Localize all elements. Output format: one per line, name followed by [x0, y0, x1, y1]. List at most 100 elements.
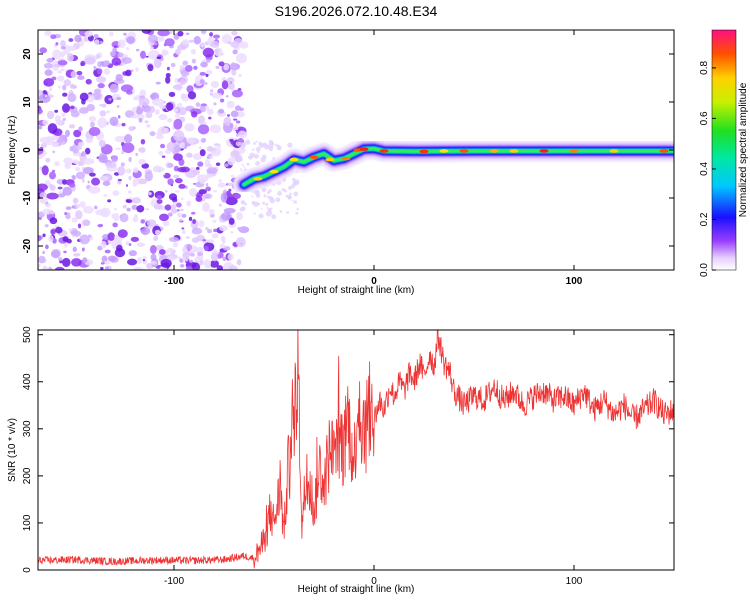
noise-blob: [240, 206, 246, 212]
noise-blob: [88, 186, 101, 194]
noise-blob: [268, 189, 272, 193]
ridge-peak: [509, 149, 519, 153]
noise-blob: [275, 197, 281, 203]
noise-blob: [51, 169, 56, 173]
noise-blob: [255, 140, 258, 143]
noise-blob: [85, 137, 93, 144]
noise-blob: [236, 259, 242, 266]
noise-blob: [271, 214, 277, 220]
noise-blob: [51, 248, 61, 259]
noise-blob: [198, 220, 205, 228]
noise-blob: [214, 48, 220, 54]
noise-blob: [262, 201, 266, 205]
noise-blob: [293, 182, 296, 185]
noise-blob: [268, 139, 274, 145]
noise-blob: [209, 124, 221, 134]
noise-blob: [140, 228, 148, 234]
noise-blob: [40, 196, 48, 205]
noise-blob: [237, 141, 242, 146]
noise-blob: [85, 78, 92, 85]
noise-blob: [79, 92, 89, 101]
noise-blob: [68, 124, 76, 129]
noise-blob: [147, 64, 154, 72]
ridge-peak: [569, 149, 579, 153]
noise-blob: [117, 229, 128, 238]
noise-blob: [133, 167, 139, 174]
noise-blob: [202, 47, 215, 58]
noise-blob: [218, 108, 225, 114]
noise-blob: [292, 177, 296, 182]
noise-blob: [168, 91, 176, 97]
noise-blob: [231, 89, 243, 98]
noise-blob: [113, 45, 118, 48]
ridge-peak: [439, 149, 449, 153]
noise-blob: [227, 182, 233, 187]
noise-blob: [223, 246, 231, 251]
y-tick-label: 0: [22, 147, 33, 153]
noise-blob: [117, 39, 126, 49]
noise-blob: [95, 209, 107, 216]
noise-blob: [178, 183, 186, 189]
noise-blob: [201, 121, 207, 125]
noise-blob: [108, 97, 112, 101]
noise-blob: [125, 168, 132, 174]
noise-blob: [243, 145, 246, 148]
spectrogram-marks: [38, 30, 674, 270]
noise-blob: [207, 188, 211, 192]
noise-blob: [156, 56, 162, 60]
noise-blob: [158, 249, 166, 255]
noise-blob: [227, 253, 234, 261]
noise-blob: [121, 142, 135, 154]
noise-blob: [126, 207, 131, 212]
noise-blob: [62, 92, 68, 97]
noise-blob: [233, 118, 238, 121]
noise-blob: [181, 213, 187, 218]
noise-blob: [279, 210, 283, 213]
noise-blob: [283, 189, 287, 193]
noise-blob: [142, 104, 152, 113]
noise-blob: [192, 153, 203, 161]
noise-blob: [68, 228, 73, 232]
noise-blob: [138, 158, 147, 165]
noise-blob: [62, 84, 67, 91]
ridge-peak: [359, 147, 369, 151]
noise-blob: [258, 143, 264, 149]
noise-blob: [234, 123, 238, 128]
noise-blob: [213, 102, 217, 106]
ridge-peak: [379, 149, 389, 153]
noise-blob: [258, 213, 264, 219]
noise-blob: [128, 250, 137, 257]
noise-blob: [234, 37, 243, 44]
noise-blob: [126, 199, 133, 204]
noise-blob: [265, 202, 269, 206]
noise-blob: [172, 242, 179, 248]
noise-blob: [227, 157, 236, 166]
noise-blob: [48, 94, 54, 98]
noise-blob: [61, 112, 66, 118]
noise-blob: [232, 49, 238, 55]
noise-blob: [82, 257, 88, 264]
noise-blob: [42, 250, 45, 255]
noise-blob: [136, 107, 143, 115]
noise-blob: [88, 126, 101, 137]
noise-blob: [62, 236, 69, 242]
spectrogram-x-ticks: -100 0 100: [164, 30, 583, 287]
noise-blob: [84, 147, 91, 155]
colorbar-tick-label: 0.2: [699, 212, 710, 226]
noise-blob: [135, 152, 139, 156]
noise-blob: [81, 247, 85, 252]
snr-x-ticks: -100 0 100: [164, 330, 583, 587]
noise-blob: [136, 205, 145, 213]
noise-blob: [261, 154, 267, 160]
noise-blob: [287, 142, 293, 148]
noise-blob: [269, 197, 275, 204]
noise-blob: [230, 138, 234, 145]
noise-blob: [74, 34, 82, 43]
noise-blob: [75, 171, 86, 180]
noise-blob: [46, 192, 59, 200]
noise-blob: [101, 103, 107, 108]
noise-blob: [136, 242, 146, 247]
noise-blob: [186, 85, 194, 94]
noise-blob: [287, 194, 292, 200]
noise-blob: [181, 247, 188, 254]
